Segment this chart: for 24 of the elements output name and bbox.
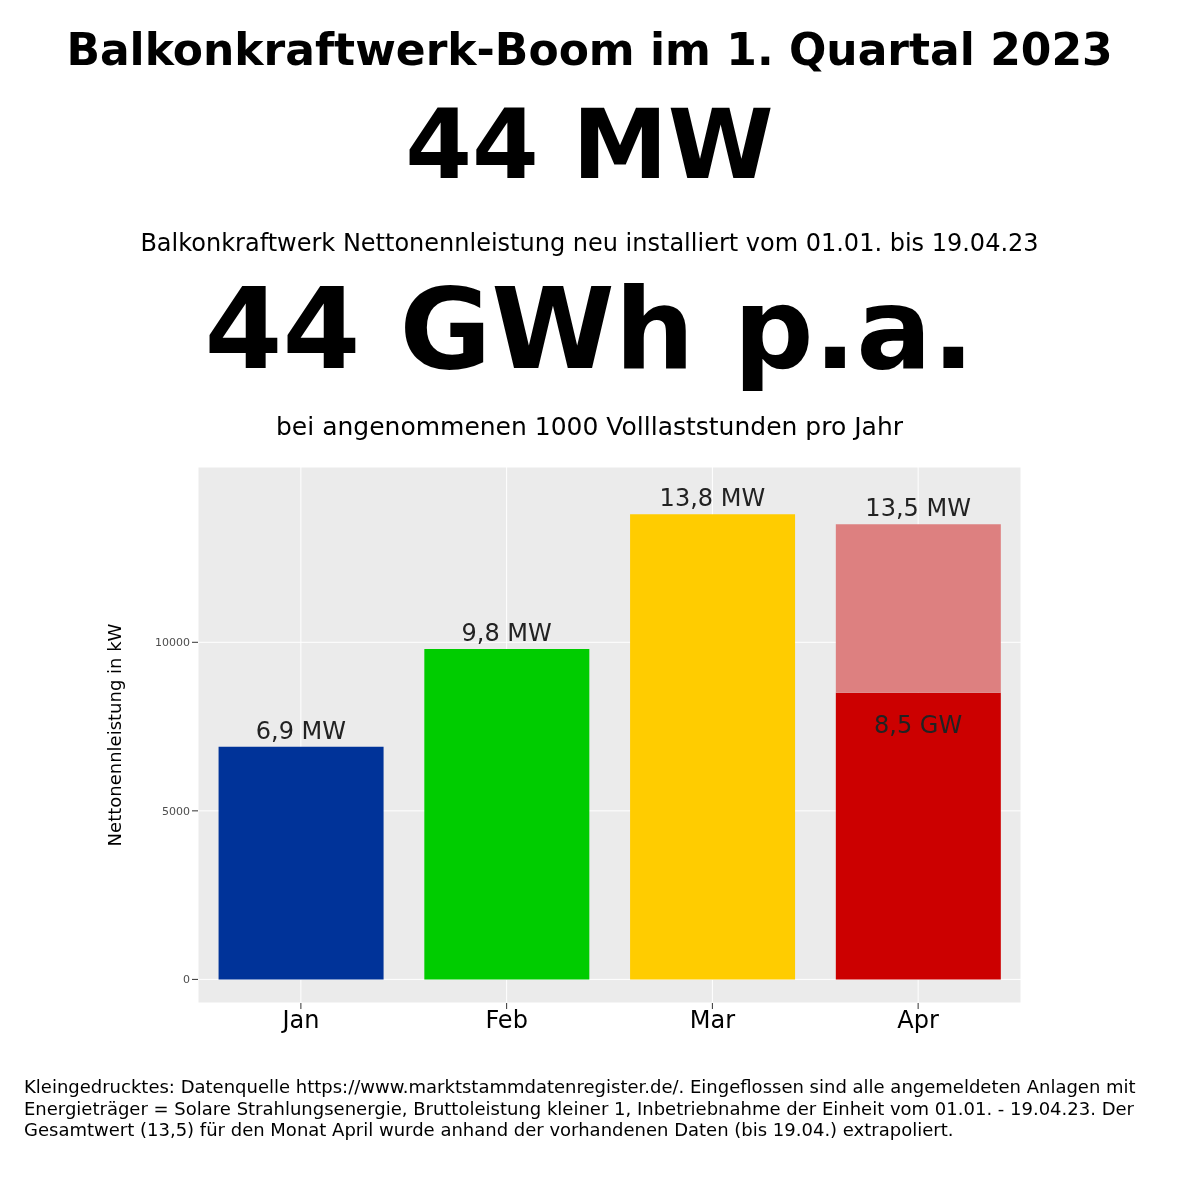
annotation: 13,8 MW — [659, 484, 766, 513]
y-tick-label: 10000 — [155, 636, 190, 650]
chart-title: Balkonkraftwerk-Boom im 1. Quartal 2023 — [65, 24, 1114, 75]
bar — [424, 649, 590, 980]
text: Balkonkraftwerk Nettonennleistung neu installiert vom 01.01. bis 19.04.23 — [139, 229, 1040, 257]
annotation: 9,8 MW — [461, 619, 552, 648]
text: 44 GWh p.a. — [203, 264, 976, 394]
y-axis-title: Nettonennleistung in kW — [104, 623, 126, 847]
x-tick-label: Feb — [485, 1006, 528, 1035]
x-tick-label: Mar — [689, 1006, 736, 1035]
x-tick-label: Jan — [280, 1006, 320, 1035]
annotation: 6,9 MW — [255, 716, 346, 745]
text: Kleingedrucktes: Datenquelle https://www.marktstammdatenregister.de/. Eingeflossen sind alle angemeldeten Anlagen mit Energieträger = Solare Strahlungsenergie, Bruttoleistung kleiner 1, Inbetriebnahme der Einheit vom 01.01. - 19.04.23. Der Gesamtwert (13,5) für den Monat April wurde anhand der vorhandenen Daten (bis 19.04.) extrapoliert. — [24, 1076, 1137, 1141]
y-tick-label: 0 — [183, 973, 190, 987]
bar — [630, 514, 796, 980]
annotation: 13,5 MW — [865, 494, 971, 523]
text: bei angenommenen 1000 Volllaststunden pro Jahr — [275, 412, 904, 441]
bar — [835, 524, 1001, 693]
x-tick-label: Apr — [897, 1006, 940, 1035]
bar — [835, 692, 1001, 980]
y-tick-label: 5000 — [162, 804, 190, 818]
text: 44 MW — [404, 89, 775, 201]
bar — [218, 746, 384, 980]
annotation: 8,5 GW — [874, 710, 963, 739]
